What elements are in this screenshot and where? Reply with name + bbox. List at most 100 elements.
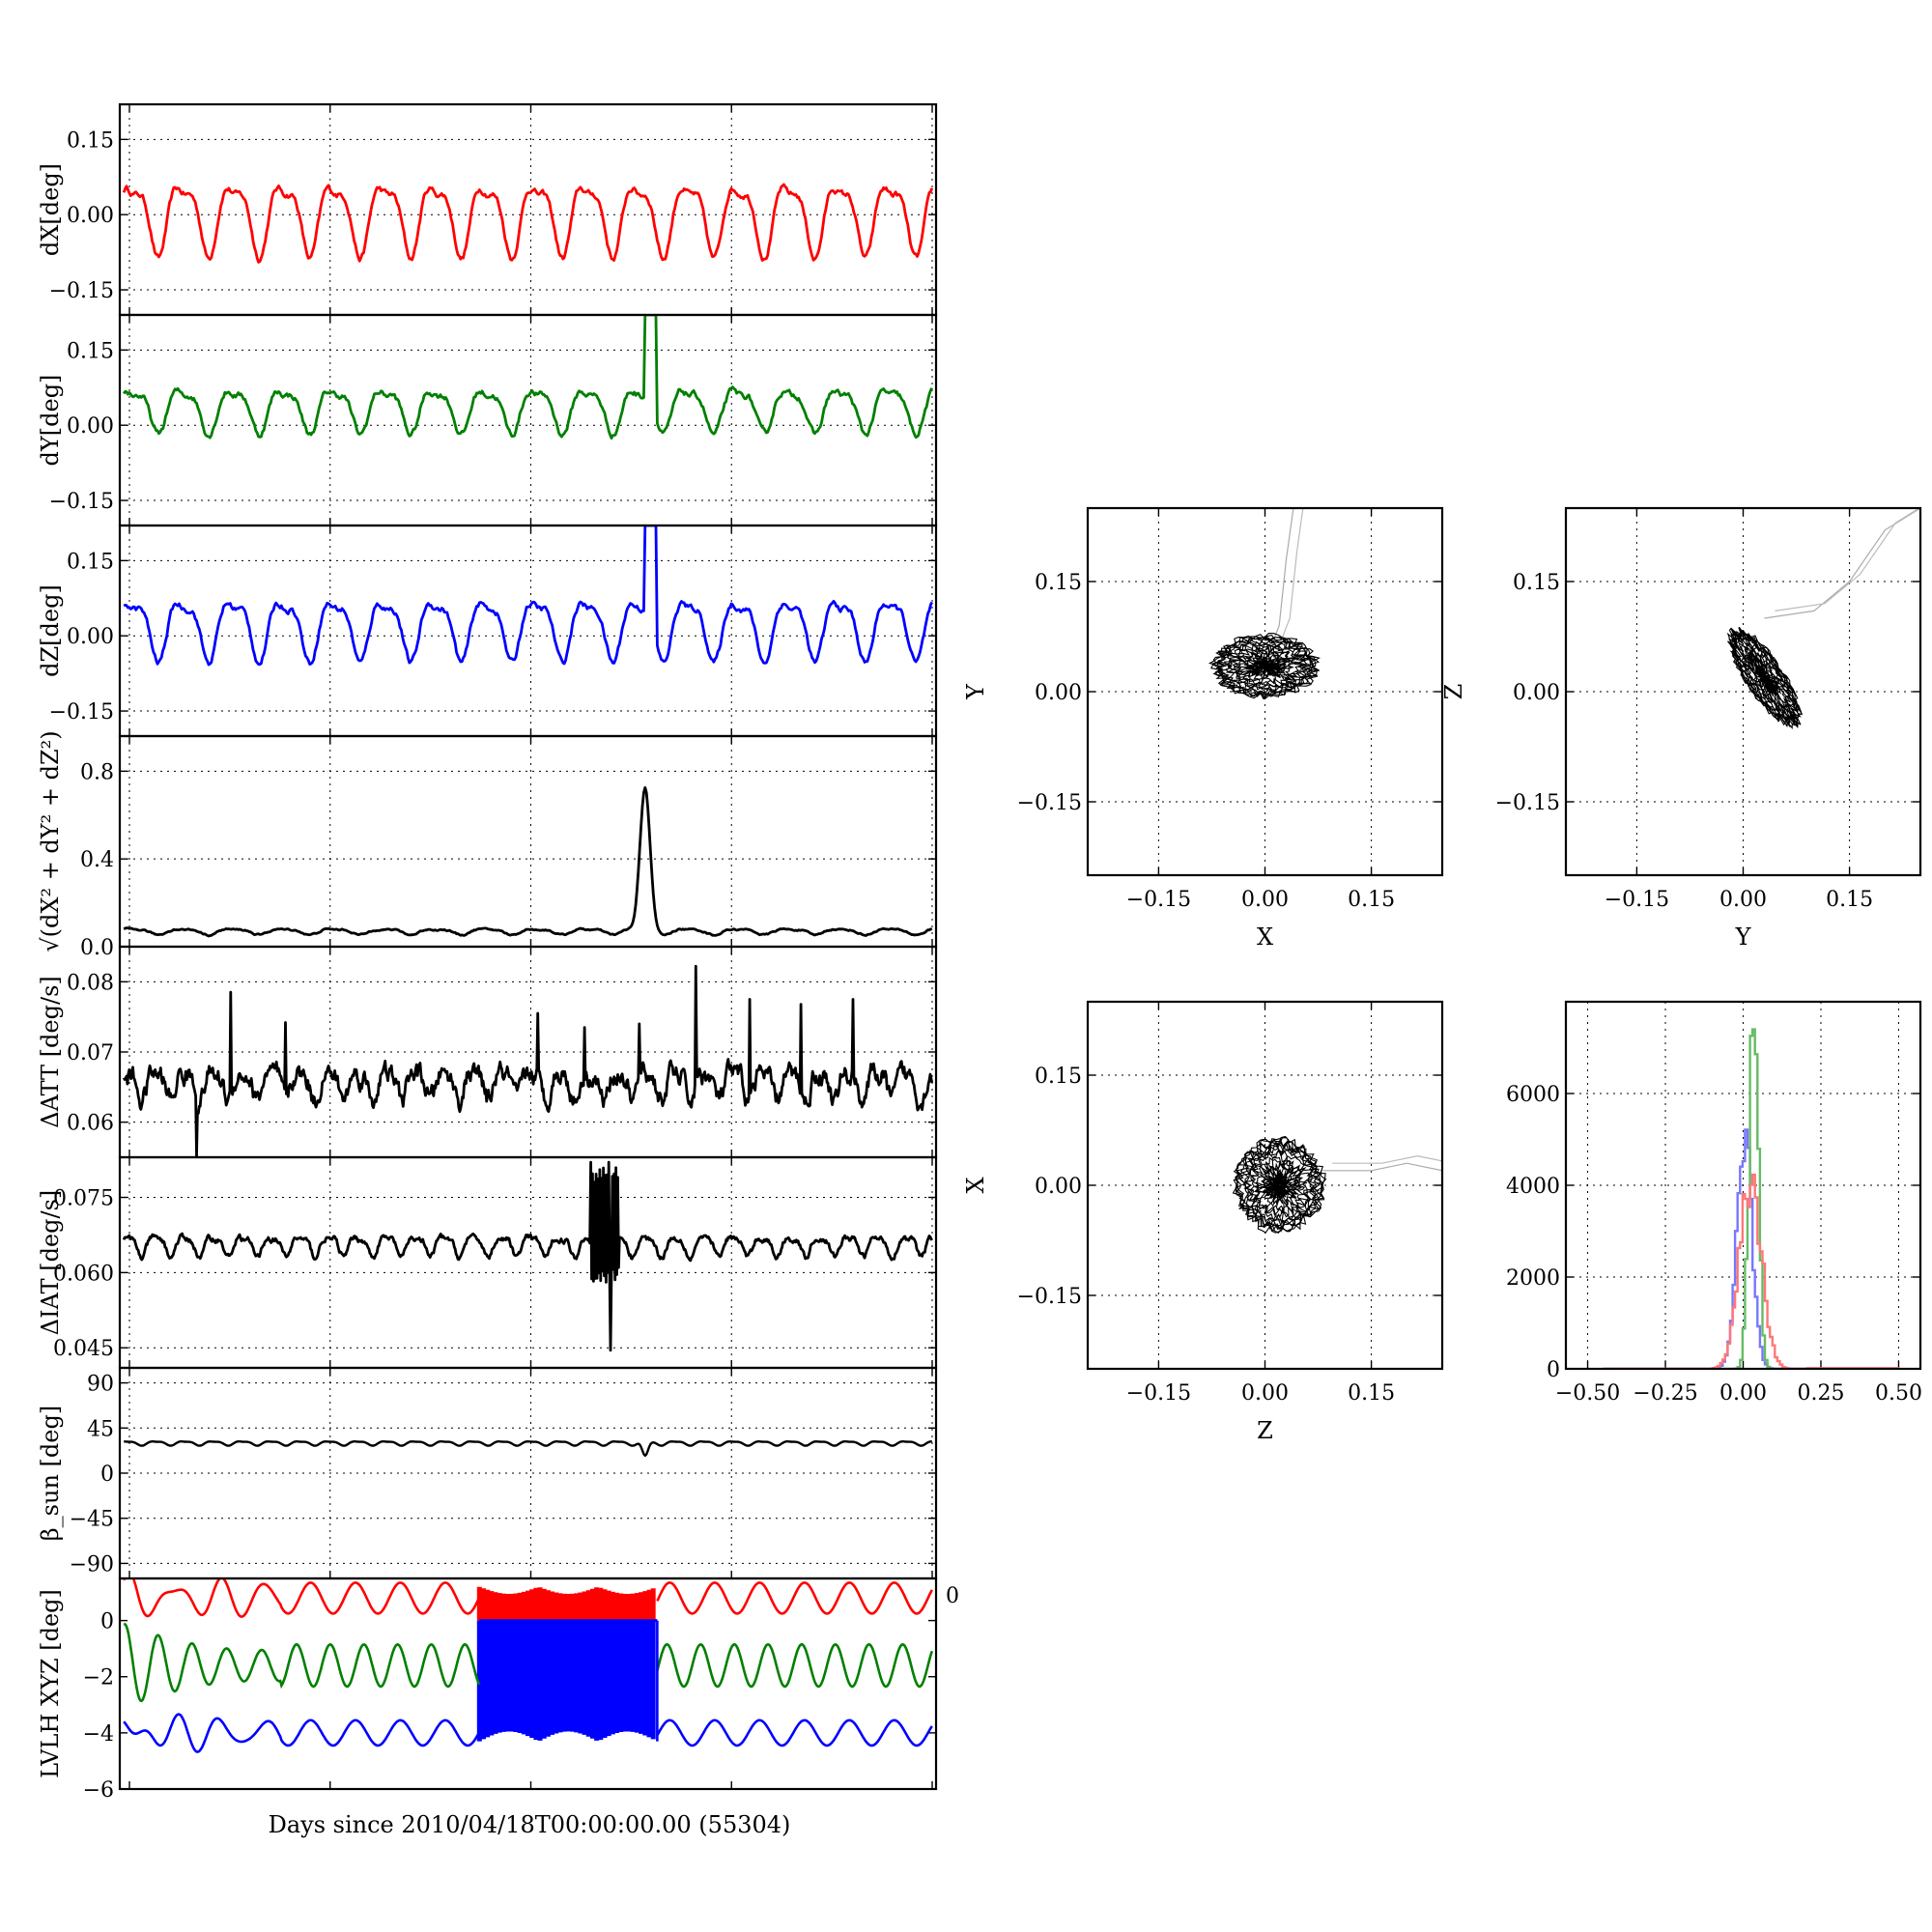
panel-hist: −0.50 −0.25 0.00 0.25 0.50 6000 4000 2000 0: [1506, 1000, 1922, 1406]
y-axis-label: dZ[deg]: [37, 584, 64, 677]
y-tick-label: 0.15: [1035, 571, 1082, 595]
panel-dy-frame: [118, 313, 938, 527]
series-line: [123, 1622, 481, 1703]
y-tick-label: 2000: [1506, 1266, 1560, 1291]
trajectory-tail: [1764, 508, 1920, 619]
series-line: [123, 526, 934, 667]
y-tick-label: −0.15: [49, 490, 114, 514]
x-tick-label: −0.15: [1126, 1381, 1191, 1406]
y-tick-label: 0.4: [80, 848, 114, 872]
shared-x-axis-label: Days since 2010/04/18T00:00:00.00 (55304…: [269, 1811, 791, 1838]
trajectory-tail: [1775, 508, 1920, 611]
series-line: [123, 786, 933, 938]
y-tick-label: 0.08: [67, 971, 114, 995]
y-axis-label: ΔIAT [deg/s]: [37, 1190, 64, 1336]
y-tick-label: −0.15: [49, 700, 114, 724]
y-axis-label: Y: [962, 683, 989, 700]
panel-lvlh: 0 −2 −4 −6 LVLH XYZ [deg]: [37, 1577, 938, 1803]
x-tick-label: 0.25: [1797, 1381, 1844, 1406]
y-axis-label: β_sun [deg]: [37, 1406, 64, 1541]
y-tick-label: 0.15: [67, 550, 114, 574]
panel-lvlh-frame: [118, 1577, 938, 1791]
panel-xy-frame: [1086, 506, 1444, 877]
panel-xy: −0.15 0.00 0.15 0.15 0.00 −0.15 X Y: [962, 506, 1444, 951]
y-tick-label: 0.00: [67, 414, 114, 439]
series-line: [656, 1642, 934, 1689]
series-line: [124, 1440, 932, 1458]
histogram-series: [1603, 1028, 1900, 1369]
y-axis-label: dY[deg]: [37, 375, 64, 467]
trajectory-tail: [1274, 508, 1304, 656]
y-axis-label: dX[deg]: [37, 163, 64, 256]
series-line: [122, 1578, 481, 1618]
y-axis-label: ΔATT [deg/s]: [37, 976, 64, 1128]
x-tick-label: 0.50: [1875, 1381, 1922, 1406]
series-line: [123, 315, 934, 440]
y-tick-label: 0: [100, 1610, 114, 1634]
x-tick-label: −0.50: [1555, 1381, 1620, 1406]
y-tick-label: 0.00: [67, 204, 114, 228]
y-tick-label: 0.060: [53, 1262, 114, 1286]
x-axis-label: Y: [1735, 923, 1752, 951]
panel-dx: 0.15 0.00 −0.15 dX[deg]: [37, 102, 938, 317]
y-tick-label: 0.0: [80, 936, 114, 960]
y-tick-label: 0: [1547, 1358, 1560, 1382]
y-tick-label: 0: [100, 1463, 114, 1487]
trajectory-tail: [1332, 1154, 1442, 1164]
y-tick-label: 0.075: [53, 1187, 114, 1211]
panel-yz: −0.15 0.00 0.15 0.15 0.00 −0.15 Y Z: [1440, 506, 1922, 951]
x-axis-label: Z: [1257, 1417, 1273, 1444]
panel-zx: −0.15 0.00 0.15 0.15 0.00 −0.15 Z X: [962, 1000, 1444, 1444]
y-tick-label: 0.15: [67, 128, 114, 153]
y-tick-label: 0.15: [1035, 1065, 1082, 1089]
y-tick-label: 0.00: [1513, 681, 1560, 705]
trajectory-tail: [1321, 1162, 1442, 1172]
histogram-series: [1603, 1173, 1900, 1369]
y-tick-label: −6: [83, 1778, 114, 1803]
panel-dz: 0.15 0.00 −0.15 dZ[deg]: [37, 524, 938, 738]
trajectory-cloud: [1726, 626, 1804, 730]
y-tick-label: 0.06: [67, 1112, 114, 1136]
panel-beta: 90 45 0 −45 −90β_sun [deg]: [37, 1366, 938, 1580]
y-tick-label: 0.8: [80, 760, 114, 784]
x-tick-label: −0.15: [1126, 888, 1191, 912]
panel-yz-frame: [1564, 506, 1922, 877]
y-tick-label: 0.15: [67, 339, 114, 363]
y-tick-label: 0.00: [1035, 1175, 1082, 1199]
panel-dx-frame: [118, 102, 938, 317]
y-tick-label: −2: [83, 1666, 114, 1690]
y-tick-label: 0.00: [1035, 681, 1082, 705]
x-tick-label: −0.25: [1633, 1381, 1697, 1406]
panel-dz-frame: [118, 524, 938, 738]
panel-mag-frame: [118, 734, 938, 949]
panel-mag: 0.8 0.4 0.0 √(dX² + dY² + dZ²): [37, 730, 938, 960]
series-line: [122, 183, 934, 264]
x-tick-label: 0.00: [1719, 888, 1767, 912]
x-tick-label: 0.00: [1241, 888, 1289, 912]
x-tick-label: 0.15: [1826, 888, 1873, 912]
y-tick-label: 45: [87, 1417, 114, 1441]
y-tick-label: −0.15: [1495, 791, 1560, 815]
x-tick-label: 0.00: [1241, 1381, 1289, 1406]
stray-tick-label: 0: [946, 1584, 959, 1608]
panel-diat-frame: [118, 1155, 938, 1370]
y-tick-label: 6000: [1506, 1083, 1560, 1107]
trajectory-cloud: [1232, 1135, 1327, 1235]
series-line: [122, 964, 934, 1157]
histogram-series: [1603, 1128, 1900, 1369]
y-tick-label: −0.15: [49, 279, 114, 303]
series-line: [656, 1581, 933, 1615]
trajectory-tail: [1264, 508, 1294, 663]
panel-dy: 0.15 0.00 −0.15 dY[deg]: [37, 313, 938, 527]
series-line: [122, 1160, 933, 1352]
y-tick-label: −0.15: [1017, 1285, 1082, 1309]
y-tick-label: 90: [87, 1373, 114, 1397]
y-axis-label: √(dX² + dY² + dZ²): [37, 730, 64, 952]
y-tick-label: −4: [83, 1722, 114, 1747]
y-tick-label: −45: [70, 1508, 114, 1532]
x-tick-label: 0.00: [1719, 1381, 1767, 1406]
y-tick-label: 0.15: [1513, 571, 1560, 595]
